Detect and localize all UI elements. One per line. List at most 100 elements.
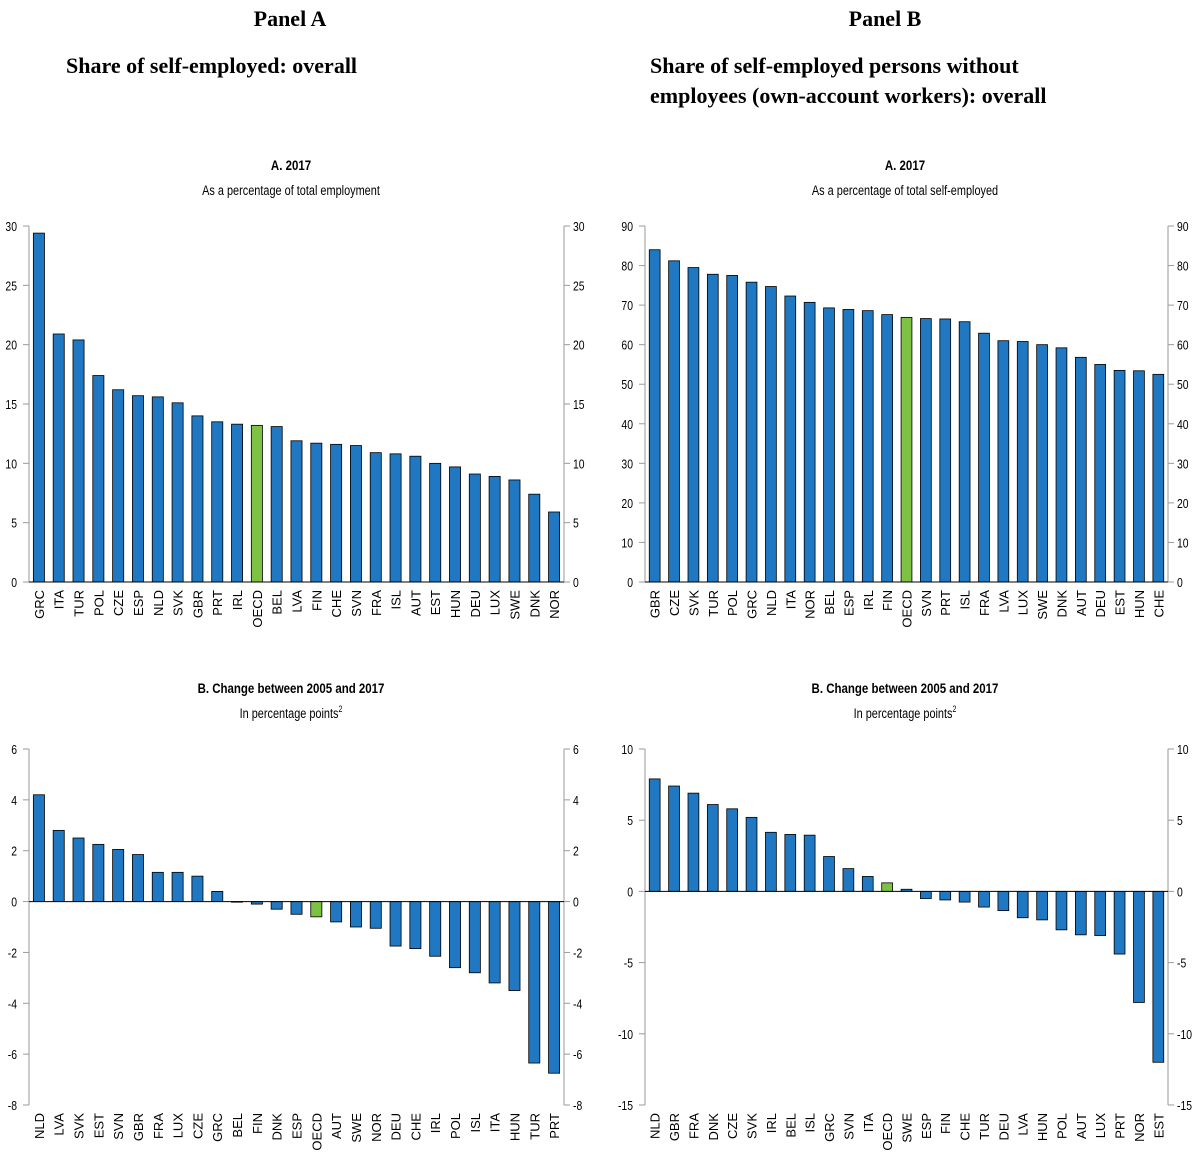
bar-lva	[997, 340, 1010, 583]
x-tick-label: CZE	[111, 590, 126, 616]
bar-nor	[369, 901, 382, 929]
y-tick-label-right: 30	[573, 220, 585, 234]
y-tick-label-left: 60	[621, 339, 633, 353]
y-tick-label-right: 0	[573, 576, 579, 590]
bar-prt	[939, 318, 952, 583]
bar-tur	[72, 339, 85, 583]
bar-aut	[330, 901, 343, 923]
x-tick-label: GRC	[210, 1113, 225, 1142]
bar-nld	[32, 794, 45, 902]
bar-nld	[648, 778, 661, 892]
x-tick-label: OECD	[309, 1113, 324, 1151]
x-tick-label: PRT	[938, 590, 953, 616]
x-tick-label: GBR	[190, 590, 205, 618]
x-tick-label: IRL	[764, 1113, 779, 1133]
bar-deu	[1094, 364, 1107, 583]
x-tick-label: ESP	[841, 590, 856, 616]
bar-irl	[765, 831, 777, 892]
x-tick-label: SVK	[745, 1113, 760, 1139]
x-tick-label: DNK	[527, 590, 542, 618]
x-tick-label: FIN	[880, 590, 895, 611]
x-tick-label: CZE	[667, 590, 682, 616]
y-tick-label-right: 25	[573, 279, 585, 293]
chart-subtitle: As a percentage of total self-employed	[812, 183, 998, 199]
panel-a-heading: Share of self-employed: overall	[66, 53, 358, 78]
bar-aut	[1075, 356, 1087, 583]
bar-nld	[151, 396, 164, 583]
x-tick-label: ESP	[131, 590, 146, 616]
bar-bel	[784, 834, 797, 892]
x-tick-label: SWE	[507, 590, 522, 620]
y-tick-label-left: 10	[621, 743, 633, 757]
x-tick-label: NOR	[803, 590, 818, 619]
panel-b-heading: Share of self-employed persons without e…	[650, 51, 1128, 111]
y-tick-label-left: 30	[5, 220, 17, 234]
y-tick-label-right: 30	[1177, 457, 1189, 471]
x-tick-label: ITA	[488, 1113, 503, 1133]
x-tick-label: GBR	[648, 590, 663, 618]
x-tick-label: CHE	[408, 1113, 423, 1141]
bar-pol	[449, 901, 461, 969]
x-tick-label: FIN	[309, 590, 324, 611]
x-tick-label: FIN	[938, 1113, 953, 1134]
bar-est	[429, 462, 442, 583]
x-tick-label: IRL	[428, 1113, 443, 1133]
bar-lva	[290, 440, 303, 583]
x-tick-label: ISL	[389, 590, 404, 610]
y-tick-label-left: 25	[5, 279, 17, 293]
x-tick-label: SVN	[349, 590, 364, 617]
x-tick-label: LUX	[488, 590, 503, 616]
bar-che	[409, 901, 422, 950]
x-tick-label: OECD	[900, 590, 915, 628]
x-tick-label: EST	[1151, 1113, 1166, 1138]
bar-ita	[784, 295, 797, 583]
x-tick-label: IRL	[230, 590, 245, 610]
x-tick-label: OECD	[880, 1113, 895, 1151]
x-tick-label: ITA	[861, 1113, 876, 1133]
x-tick-label: HUN	[448, 590, 463, 618]
bar-isl	[958, 321, 971, 583]
y-tick-label-right: 90	[1177, 220, 1189, 234]
x-tick-label: CZE	[725, 1113, 740, 1139]
bar-deu	[389, 901, 402, 947]
x-tick-label: SVK	[171, 590, 186, 616]
y-tick-label-left: -10	[618, 1028, 633, 1042]
x-tick-label: POL	[448, 1113, 463, 1139]
x-tick-label: AUT	[329, 1113, 344, 1139]
bar-gbr	[668, 785, 680, 892]
x-tick-label: LUX	[171, 1113, 186, 1139]
bar-svk	[745, 816, 758, 892]
x-tick-label: BEL	[822, 590, 837, 615]
bar-ita	[488, 901, 501, 984]
chart-3: B. Change between 2005 and 2017 In percen…	[618, 680, 1192, 1151]
x-tick-label: POL	[1054, 1113, 1069, 1139]
bar-gbr	[132, 854, 144, 902]
x-tick-label: ESP	[919, 1113, 934, 1139]
y-tick-label-left: 90	[621, 220, 633, 234]
bar-svn	[842, 868, 855, 892]
x-tick-label: GRC	[745, 590, 760, 619]
panel-b-heading-line2: employees (own-account workers): overall	[650, 83, 1047, 108]
chart-title: A. 2017	[271, 157, 311, 173]
bar-che	[1152, 373, 1165, 583]
panel-b-label: Panel B	[848, 6, 922, 31]
x-tick-label: AUT	[1074, 590, 1089, 616]
x-tick-label: SVK	[72, 1113, 87, 1139]
y-tick-label-right: 60	[1177, 339, 1189, 353]
chart-title: B. Change between 2005 and 2017	[198, 680, 385, 696]
x-tick-label: NLD	[764, 590, 779, 616]
bar-fra	[151, 871, 164, 902]
y-tick-label-left: 70	[621, 299, 633, 313]
x-tick-label: ITA	[52, 590, 67, 610]
bar-svk	[72, 837, 85, 902]
bar-oecd	[900, 316, 913, 583]
bar-oecd	[881, 882, 893, 892]
y-tick-label-right: 5	[573, 517, 579, 531]
x-tick-label: TUR	[977, 1113, 992, 1140]
bar-pol	[92, 375, 105, 583]
bar-dnk	[706, 804, 719, 892]
y-tick-label-left: 2	[11, 845, 17, 859]
x-tick-label: LUX	[1016, 590, 1031, 616]
y-tick-label-right: 15	[573, 398, 585, 412]
